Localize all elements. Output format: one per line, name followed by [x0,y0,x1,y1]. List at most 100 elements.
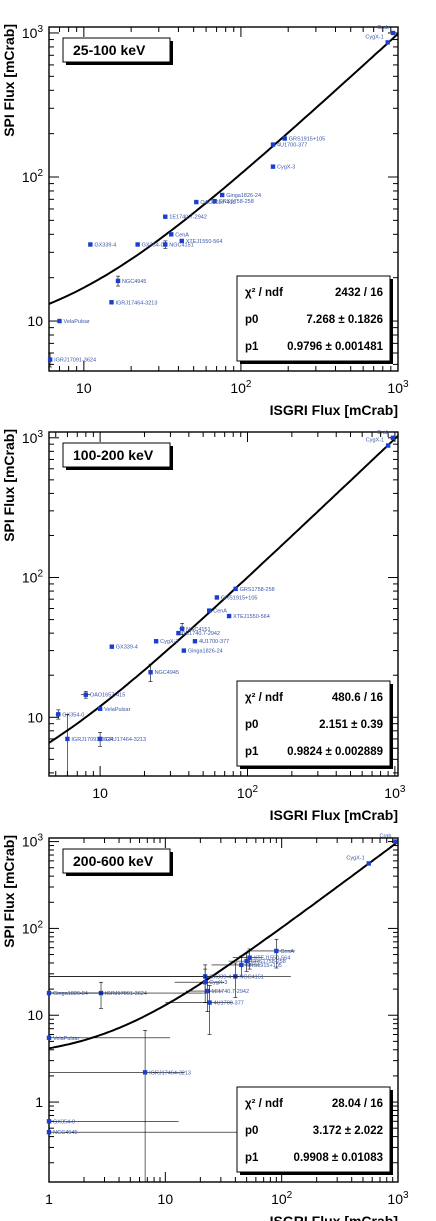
point-label: NGC4151 [186,627,210,633]
data-point [226,613,232,619]
x-axis-label: ISGRI Flux [mCrab] [270,807,398,823]
point-label: Ginga1826-24 [226,193,261,199]
x-tick-label: 103 [387,1190,409,1207]
chart-title: 25-100 keV [73,42,146,58]
y-tick-label: 10 [27,709,43,725]
point-label: Crab [377,430,389,436]
stats-box-shadow [240,361,393,364]
point-label: GX339-4 [94,242,116,248]
data-point [163,242,168,247]
data-point [46,1035,52,1040]
data-point [65,736,70,742]
point-label: Ginga1826-24 [188,649,223,655]
data-point [239,962,244,968]
point-label: NGC4945 [122,279,146,285]
point-label: GRS1758-258 [219,199,254,205]
point-label: 1E1740.7-2942 [169,215,207,221]
stats-box: χ² / ndf 28.04 / 16 p0 3.172 ± 2.022 p1 0.990… [236,1086,393,1175]
data-point [192,639,198,644]
fit-line [48,841,399,1050]
point-label: VelaPulsar [104,707,130,713]
data-point [135,242,140,247]
plot-frame [48,837,399,1183]
stats-label: p0 [245,719,258,731]
data-point [153,639,159,644]
point-label: GX339-4 [209,974,231,980]
data-point [270,164,276,169]
y-axis-label: SPI Flux [mCrab] [1,24,17,137]
y-tick-label: 103 [22,429,44,446]
title-box-shadow [66,467,173,470]
point-label: GX339-4 [116,645,138,651]
point-label: OAO1657-415 [200,200,235,206]
point-label: VelaPulsar [53,1036,79,1042]
data-point [97,736,103,742]
stats-label: p1 [245,341,259,353]
chart-panel-1: 10 102 103 10 102 103 ISGRI Flux [mCrab] SPI Fl… [1,24,409,418]
point-label: CygX-3 [209,980,227,986]
x-tick-label: 103 [384,784,406,801]
point-label: XTEJ1550-564 [186,239,223,245]
point-label: Ginga1826-24 [53,991,88,997]
data-point [179,238,184,244]
data-point [109,300,114,305]
data-point [220,192,225,198]
point-label: GX354-0 [142,242,164,248]
point-label: OAO1657-415 [90,693,125,699]
data-point [270,142,276,147]
x-tick-label: 10 [92,785,108,801]
point-label: 1E1740.7-2942 [182,631,220,637]
point-label: IGRJ17464-3213 [149,1070,191,1076]
point-label: GX354-0 [62,712,84,718]
x-tick-label: 103 [387,379,409,396]
y-tick-label: 103 [22,24,44,41]
stats-value: 28.04 / 16 [332,1098,383,1110]
data-point [274,948,279,954]
data-point [390,30,396,36]
data-point [366,861,371,866]
data-point [148,670,153,675]
data-point [385,443,391,448]
data-point [205,988,210,994]
data-point [115,278,121,284]
point-label: CygX-3 [160,639,178,645]
data-point [202,980,208,985]
stats-box-shadow [390,1090,393,1175]
title-box-shadow [66,62,173,65]
data-point [109,644,114,649]
point-label: 1E1740.7-2942 [211,989,249,995]
stats-label: p0 [245,314,258,326]
stats-box: χ² / ndf 2432 / 16 p0 7.268 ± 0.1826 p1 0.979… [236,275,393,364]
point-label: GRS1915+105 [289,137,326,143]
point-label: XTEJ1550-564 [233,614,270,620]
stats-value: 2.151 ± 0.39 [319,719,383,731]
stats-box-shadow [390,279,393,364]
point-label: IGRJ17091-3624 [54,358,96,364]
data-point [97,706,103,711]
point-label: CygX-1 [346,855,364,861]
data-point [385,40,390,45]
stats-box-frame [236,1086,391,1173]
point-label: CenA [213,609,227,615]
x-tick-label: 10 [158,1191,174,1207]
data-point [163,214,168,219]
data-point [142,1070,148,1075]
data-point [282,136,287,141]
data-point [390,435,396,440]
data-point [194,199,199,205]
data-point [46,990,52,996]
y-tick-label: 103 [22,833,44,850]
data-point [169,232,174,237]
x-tick-label: 10 [76,380,92,396]
point-label: GX354-0 [53,1119,75,1125]
data-point [207,1000,212,1005]
point-label: GRS1915+105 [245,963,282,969]
stats-box: χ² / ndf 480.6 / 16 p0 2.151 ± 0.39 p1 0.9824… [236,680,393,769]
data-point [46,1119,52,1124]
data-point [179,626,185,631]
stats-value: 2432 / 16 [335,287,383,299]
stats-label: p1 [245,746,259,758]
point-label: Crab [377,25,389,31]
point-label: CenA [280,949,294,955]
